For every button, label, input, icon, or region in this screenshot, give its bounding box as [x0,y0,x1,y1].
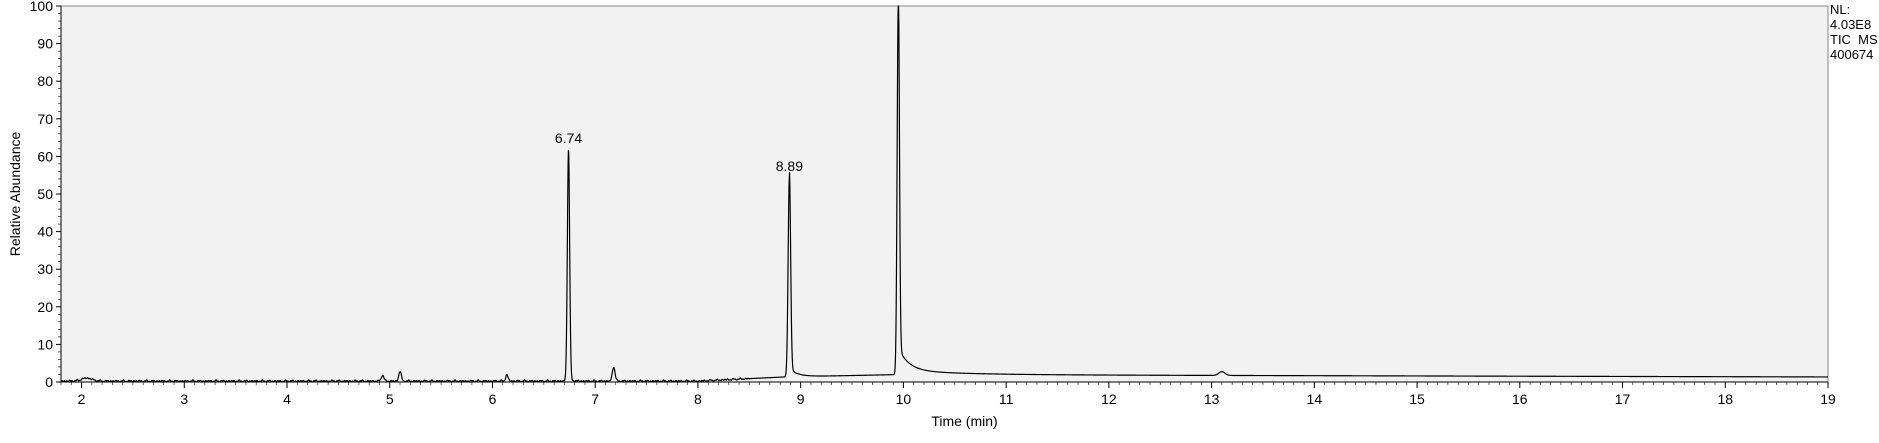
x-tick-label: 4 [283,391,291,407]
peak-label: 6.74 [555,130,582,146]
x-tick-label: 17 [1615,391,1631,407]
trace-type: TIC MS [1830,32,1878,47]
x-tick-label: 12 [1101,391,1117,407]
x-tick-label: 18 [1717,391,1733,407]
nl-value: 4.03E8 [1830,17,1872,32]
x-tick-label: 9 [797,391,805,407]
tic-trace [60,5,1829,383]
y-tick-label: 20 [37,299,53,315]
x-tick-label: 15 [1409,391,1425,407]
x-tick-label: 6 [489,391,497,407]
y-tick-label: 70 [37,111,53,127]
y-axis-label: Relative Abundance [7,132,23,257]
x-axis-label: Time (min) [931,413,997,429]
x-tick-label: 3 [180,391,188,407]
y-tick-label: 30 [37,261,53,277]
x-tick-label: 7 [591,391,599,407]
x-tick-label: 19 [1820,391,1836,407]
y-tick-label: 40 [37,224,53,240]
trace-info: NL: 4.03E8 TIC MS 400674 [1830,2,1878,62]
x-tick-label: 13 [1204,391,1220,407]
x-tick-label: 2 [78,391,86,407]
y-tick-label: 90 [37,36,53,52]
x-tick-label: 5 [386,391,394,407]
nl-label: NL: [1830,2,1851,17]
x-tick-label: 10 [896,391,912,407]
file-id: 400674 [1830,47,1874,62]
y-tick-label: 80 [37,73,53,89]
y-tick-label: 60 [37,148,53,164]
peak-label: 8.89 [776,158,803,174]
x-tick-label: 16 [1512,391,1528,407]
plot-area [60,5,1829,383]
y-tick-label: 10 [37,336,53,352]
x-tick-label: 8 [694,391,702,407]
peak-label: 9.95 [885,0,912,3]
y-tick-label: 0 [45,374,53,390]
y-tick-label: 100 [30,0,54,14]
y-tick-label: 50 [37,186,53,202]
x-tick-label: 14 [1307,391,1323,407]
x-tick-label: 11 [999,391,1014,407]
